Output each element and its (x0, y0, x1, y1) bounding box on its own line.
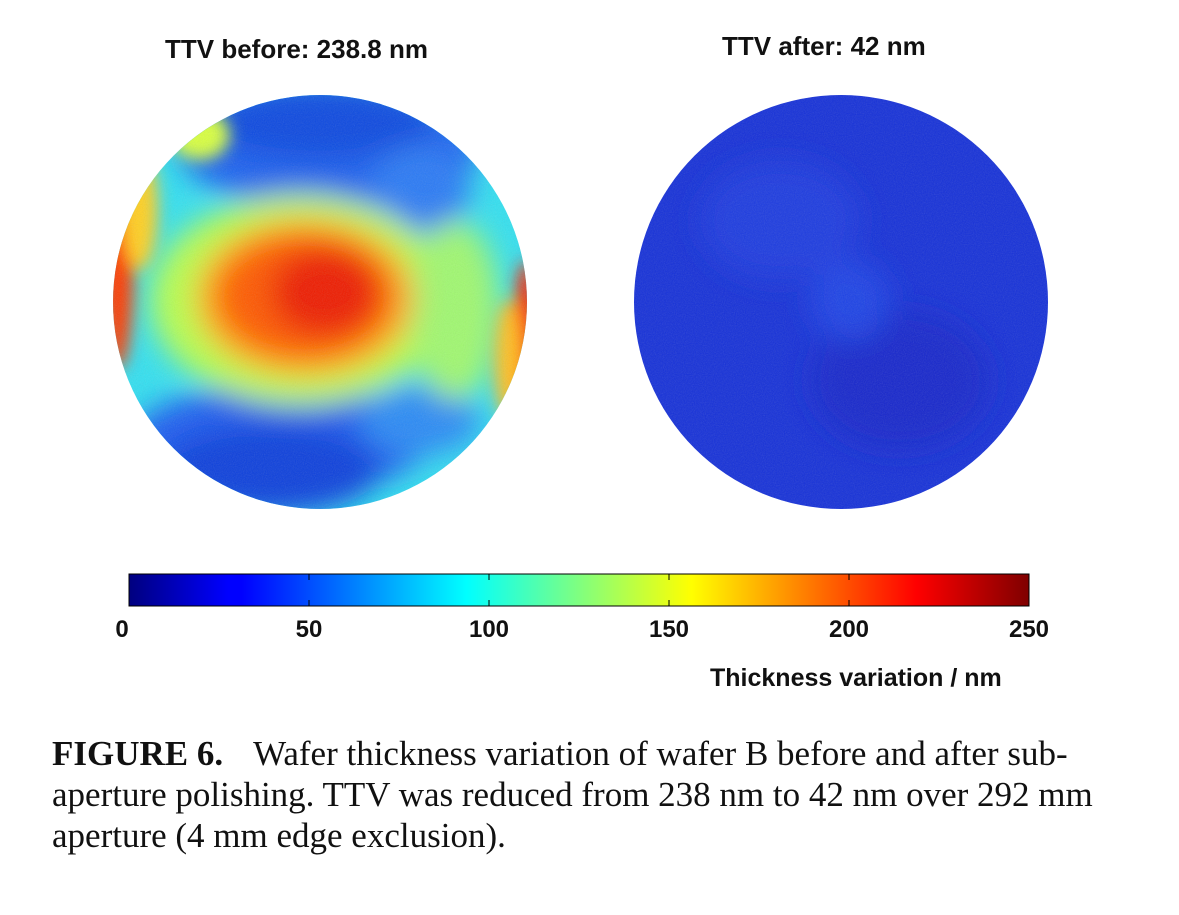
figure-label: FIGURE 6. (52, 734, 224, 773)
colorbar-ticks (128, 574, 1030, 606)
colorbar-axis-label: Thickness variation / nm (710, 664, 1002, 692)
colorbar-tick-label: 100 (468, 616, 510, 643)
panel-title-before: TTV before: 238.8 nm (165, 34, 428, 64)
colorbar-tick-label: 150 (648, 616, 690, 643)
colorbar-tick-label: 250 (1008, 616, 1050, 643)
wafer-map-after (634, 95, 1048, 509)
colorbar-tick-label: 50 (295, 616, 323, 643)
panel-title-after: TTV after: 42 nm (722, 31, 926, 61)
colorbar-gradient (128, 573, 1030, 607)
figure-caption: FIGURE 6. Wafer thickness variation of wa… (52, 733, 1152, 856)
wafer-map-before (113, 95, 527, 509)
colorbar-tick-label: 200 (828, 616, 870, 643)
colorbar-tick-label: 0 (115, 616, 129, 643)
colorbar (128, 573, 1030, 607)
caption-text: Wafer thickness variation of wafer B bef… (52, 734, 1093, 855)
